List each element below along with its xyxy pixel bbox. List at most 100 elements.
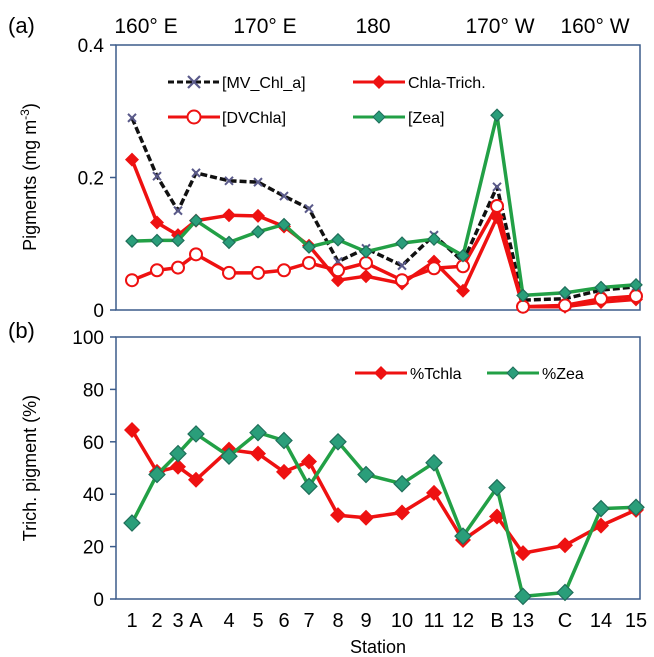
series-line [130,429,637,555]
data-point [170,458,186,475]
series-red-open-circle [125,198,643,314]
x-tick-label: 10 [391,610,413,632]
data-point [490,198,504,213]
data-point [191,168,201,178]
data-point [331,273,345,288]
data-point [277,217,291,232]
data-point [456,248,470,263]
x-tick-label: 4 [223,610,234,632]
panel-a-series [125,108,643,314]
x-tick-label: 9 [360,610,371,632]
data-point [304,203,314,214]
data-point [629,277,643,292]
panel-b-series [123,422,645,606]
data-point [357,465,375,484]
data-point [127,113,137,123]
data-point [251,208,265,223]
data-point [425,453,443,472]
y-tick-label: 40 [83,485,104,506]
series-green-diamond [123,423,645,606]
legend-label-tchla: %Tchla [410,366,462,383]
data-point [359,244,373,259]
legend-label-dvchla: [DVChla] [222,110,286,127]
data-point [148,465,166,484]
data-point [558,285,572,300]
data-point [393,474,411,493]
y-tick-label: 100 [72,328,104,349]
data-point [492,182,502,192]
x-tick-label: A [189,610,203,632]
data-point [515,545,531,562]
data-point [394,504,410,521]
series-black-dash-cross [127,113,641,305]
panel-a-ylabel: Pigments (mg m-3) [18,103,40,251]
data-point [592,499,610,518]
data-point [488,478,506,497]
x-tick-label: 6 [278,610,289,632]
data-point [397,260,407,271]
data-point [125,234,139,248]
x-axis-label: Station [350,637,406,657]
panel-a-label: (a) [8,13,35,38]
data-point [249,423,267,442]
data-point [359,255,373,270]
data-point [250,445,266,462]
x-tick-label: 12 [452,610,474,632]
panel-a: (a) Pigments (mg m-3) 0 0.2 0.4 [MV_Chl_a]… [8,13,643,322]
data-point [222,235,236,250]
data-point [150,263,164,278]
data-point [426,484,442,501]
data-point [251,224,265,239]
data-point [124,422,140,439]
data-point [490,108,504,123]
x-tick-label: 8 [332,610,343,632]
data-point [556,583,574,602]
panel-b-y-ticks: 0 20 40 60 80 100 [72,328,116,611]
data-point [188,471,204,488]
data-point [516,299,530,314]
data-point [150,215,164,230]
lon-label-170w: 170° W [465,15,534,38]
data-point [427,261,441,276]
data-point [123,514,141,532]
data-point [171,233,185,248]
x-tick-label: 14 [590,610,612,632]
data-point [331,232,345,247]
x-tick-label: C [558,610,572,632]
x-tick-label: B [490,610,503,632]
data-point [301,453,317,470]
series-line [130,158,637,309]
panel-b: (b) Trich. pigment (%) 0 20 40 60 80 100 %Tch… [8,318,647,657]
data-point [222,265,236,280]
data-point [302,255,316,270]
panel-b-ylabel: Trich. pigment (%) [20,395,40,541]
x-tick-label: 13 [512,610,534,632]
data-point [427,232,441,246]
data-point [253,177,263,187]
series-red-diamond [124,422,644,562]
data-point [456,283,470,298]
data-point [557,537,573,554]
x-tick-label: 15 [625,610,647,632]
data-point [358,509,374,526]
x-tick-label: 7 [303,610,314,632]
station-tick-labels: 1 2 3 A 4 5 6 7 8 9 10 11 12 B 13 C 14 15 [126,610,647,632]
legend-item-mv-chl-a: [MV_Chl_a] [168,75,306,92]
data-point [395,273,409,288]
data-point [359,269,373,284]
lon-label-160w: 160° W [560,15,629,38]
data-point [125,273,139,288]
y-tick-label: 0 [93,301,104,322]
data-point [594,291,608,306]
data-point [125,152,139,167]
data-point [275,431,293,450]
data-point [558,298,572,313]
panel-a-legend: [MV_Chl_a] Chla-Trich. [DVChla] [Zea] [168,75,486,127]
data-point [629,289,643,304]
data-point [187,425,205,443]
legend-label-mv-chl-a: [MV_Chl_a] [222,75,306,92]
legend-item-chla-trich: Chla-Trich. [353,75,486,92]
data-point [300,477,318,496]
y-tick-label: 0.4 [78,36,105,57]
data-point [169,444,187,463]
